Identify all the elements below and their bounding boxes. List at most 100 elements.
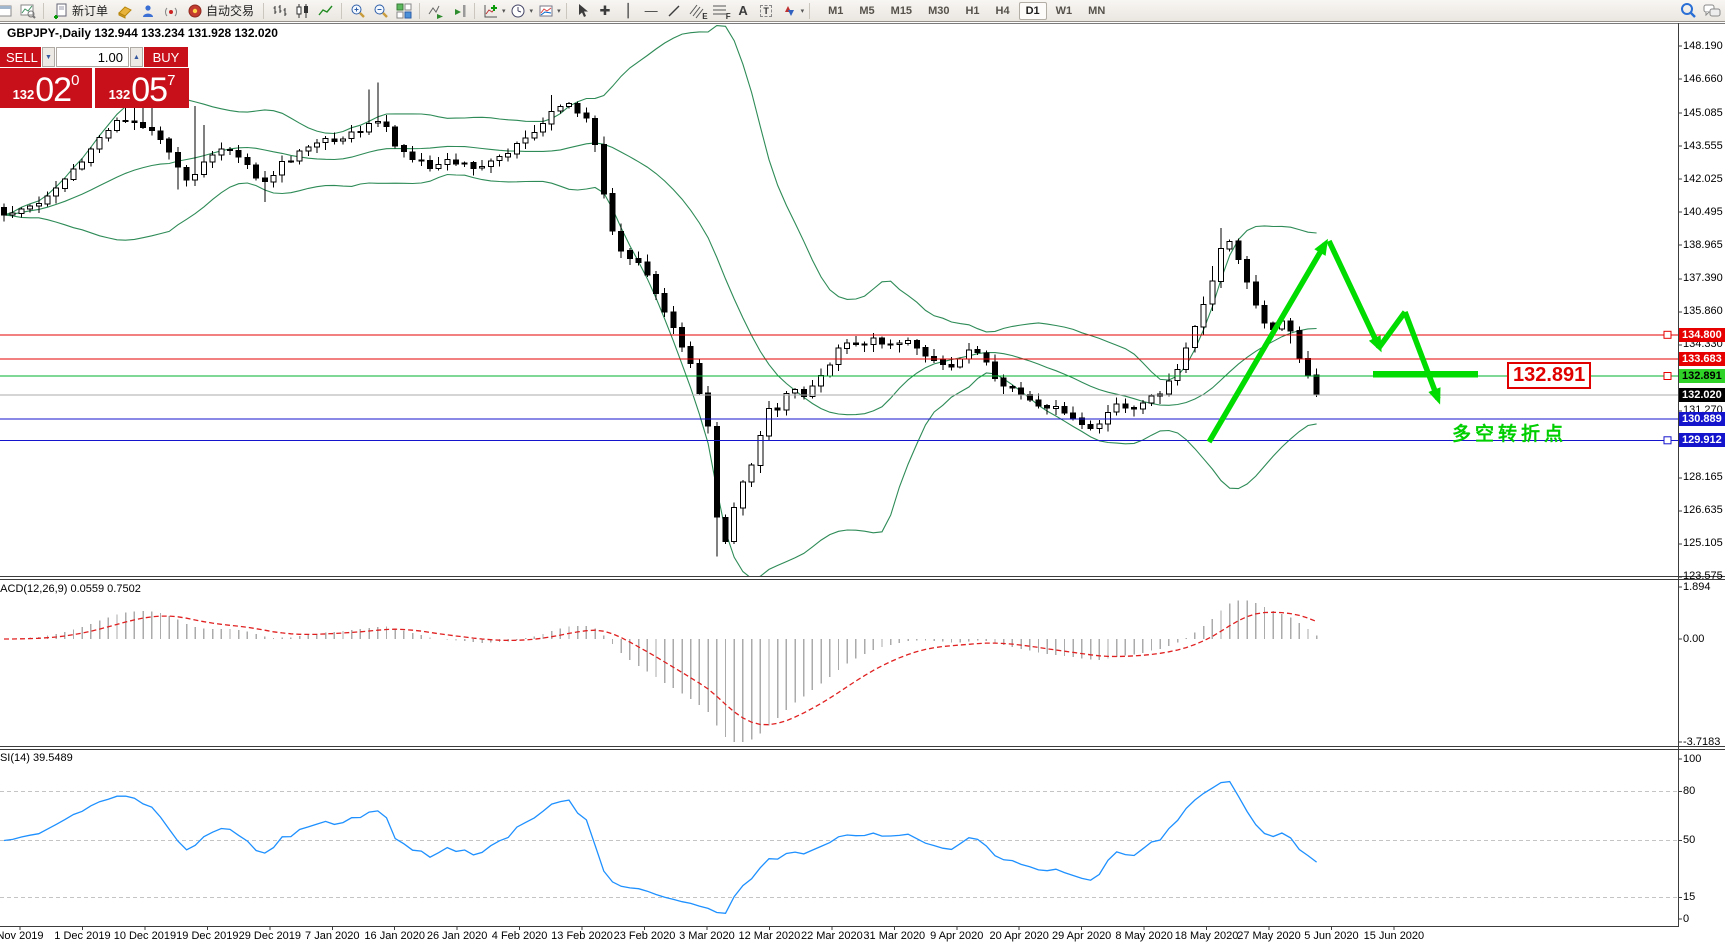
bar-chart-icon[interactable]: [269, 2, 290, 20]
buy-button[interactable]: BUY: [144, 47, 188, 67]
date-label: 4 Feb 2020: [491, 930, 548, 942]
price-tick-label: 145.085: [1683, 106, 1723, 119]
price-tag[interactable]: 132.891: [1679, 369, 1725, 383]
macd-indicator-label: MACD(12,26,9) 0.0559 0.7502: [0, 583, 141, 595]
volume-input[interactable]: 1.00: [56, 47, 129, 67]
timeframe-D1[interactable]: D1: [1018, 1, 1047, 20]
sell-price-display[interactable]: 132 02 0: [0, 68, 92, 108]
arrows-dropdown-caret[interactable]: ▾: [800, 7, 805, 15]
candlestick-series: [1, 68, 1320, 557]
trend-arrows-annotation[interactable]: [1206, 238, 1478, 444]
price-tick-label: 142.025: [1683, 172, 1723, 185]
indicators-dropdown-caret[interactable]: ▾: [502, 7, 506, 15]
date-label: 7 Jan 2020: [305, 930, 360, 942]
toolbar-separator: [43, 2, 44, 19]
volume-increase-button[interactable]: ▲: [130, 47, 143, 67]
timeframe-M5[interactable]: M5: [859, 4, 875, 17]
new-order-button[interactable]: 新订单: [49, 2, 112, 20]
search-icon[interactable]: [1678, 2, 1699, 20]
sell-price-prefix: 132: [12, 87, 35, 102]
support-price-annotation[interactable]: 132.891: [1507, 362, 1592, 389]
timeframe-H4[interactable]: H4: [995, 4, 1010, 17]
rsi-level-lines: [0, 791, 1678, 898]
periods-dropdown-caret[interactable]: ▾: [529, 7, 534, 15]
auto-trading-label: 自动交易: [206, 4, 255, 18]
chart-shift-icon[interactable]: [448, 2, 469, 20]
profiles-icon[interactable]: [137, 2, 158, 20]
rsi-line: [3, 780, 1317, 914]
text-icon[interactable]: A: [738, 3, 748, 18]
cursor-icon[interactable]: [572, 2, 593, 20]
date-label: 5 Jun 2020: [1304, 930, 1359, 942]
price-tick-label: 126.635: [1683, 504, 1723, 517]
sell-button[interactable]: SELL: [0, 47, 41, 67]
bollinger-bands: [3, 25, 1317, 577]
timeframe-M30[interactable]: M30: [928, 4, 950, 17]
periods-icon[interactable]: [508, 2, 529, 20]
timeframe-M1[interactable]: M1: [828, 4, 844, 17]
signals-icon[interactable]: [160, 2, 181, 20]
templates-dropdown-caret[interactable]: ▾: [557, 7, 561, 15]
date-label: 16 Jan 2020: [364, 930, 425, 942]
volume-decrease-button[interactable]: ▼: [42, 47, 55, 67]
horizontal-line-icon[interactable]: ―: [644, 3, 658, 18]
toolbar-separator: [263, 2, 265, 19]
price-tag[interactable]: 130.889: [1679, 412, 1725, 427]
sell-price-main: 02: [35, 71, 72, 110]
one-click-trading-panel: SELL ▼ 1.00 ▲ BUY 132 02 0 132 05 7: [0, 47, 189, 108]
date-label: 18 May 2020: [1174, 930, 1239, 942]
date-label: 15 Jun 2020: [1363, 930, 1425, 942]
crosshair-icon[interactable]: ✚: [599, 3, 611, 18]
auto-trading-button[interactable]: 自动交易: [183, 2, 258, 20]
date-label: 1 Dec 2019: [54, 930, 111, 942]
line-anchor-squares[interactable]: [1663, 330, 1672, 445]
date-label: 9 Apr 2020: [930, 930, 984, 942]
zoom-in-icon[interactable]: [347, 2, 368, 20]
macd-tick-label: -3.7183: [1683, 735, 1721, 748]
date-label: 26 Jan 2020: [426, 930, 488, 942]
price-tag[interactable]: 133.683: [1679, 351, 1725, 366]
date-label: 8 May 2020: [1115, 930, 1173, 942]
trendline-icon[interactable]: [664, 2, 685, 20]
price-tick-label: 143.555: [1683, 139, 1723, 152]
buy-price-display[interactable]: 132 05 7: [95, 68, 189, 108]
buy-price-main: 05: [131, 71, 168, 110]
chart-window-icon[interactable]: [17, 2, 38, 20]
date-label: 10 Dec 2019: [113, 930, 177, 942]
vertical-line-icon[interactable]: ⎮: [624, 3, 632, 18]
window-icon[interactable]: [0, 2, 15, 20]
price-tick-label: 135.860: [1683, 305, 1723, 318]
zoom-out-icon[interactable]: [370, 2, 391, 20]
templates-icon[interactable]: [535, 2, 556, 20]
price-tick-label: 148.190: [1683, 39, 1723, 52]
timeframe-H1[interactable]: H1: [965, 4, 980, 17]
price-tick-label: 140.495: [1683, 205, 1723, 218]
equidistant-channel-icon[interactable]: E: [687, 2, 708, 21]
fibonacci-icon[interactable]: F: [713, 5, 731, 21]
timeframe-MN[interactable]: MN: [1088, 4, 1106, 17]
line-chart-icon[interactable]: [315, 2, 336, 20]
auto-scroll-icon[interactable]: [425, 2, 446, 20]
gold-icon[interactable]: [114, 2, 135, 20]
chat-icon[interactable]: [1701, 2, 1722, 20]
panel-frame: [0, 23, 1725, 930]
rsi-tick-label: 0: [1683, 912, 1690, 925]
macd-tick-label: 0.00: [1683, 632, 1705, 645]
tile-windows-icon[interactable]: [393, 2, 414, 20]
price-tag[interactable]: 129.912: [1679, 433, 1725, 448]
timeframe-W1[interactable]: W1: [1055, 4, 1073, 17]
toolbar-separator: [419, 2, 421, 19]
support-zone-bar: [1373, 371, 1478, 378]
text-label-icon[interactable]: T: [756, 2, 777, 20]
price-tag[interactable]: 134.800: [1679, 327, 1725, 342]
candlestick-chart-icon[interactable]: [292, 2, 313, 20]
date-label: Nov 2019: [0, 930, 44, 942]
price-tag[interactable]: 132.020: [1679, 387, 1725, 402]
turning-point-annotation[interactable]: 多空转折点: [1452, 424, 1568, 445]
arrows-icon[interactable]: [779, 2, 800, 20]
horizontal-level-lines[interactable]: [0, 334, 1678, 441]
timeframe-M15[interactable]: M15: [890, 4, 913, 17]
date-label: 20 Apr 2020: [989, 930, 1049, 942]
indicators-icon[interactable]: [480, 2, 501, 20]
